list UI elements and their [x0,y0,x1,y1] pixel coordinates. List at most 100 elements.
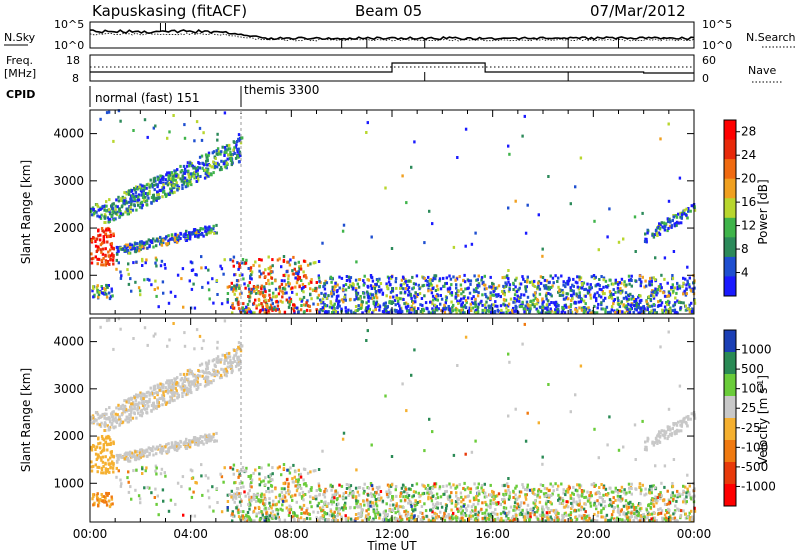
power-cell [633,304,635,307]
power-cell [407,294,409,297]
power-cell [343,224,345,227]
power-cell [105,261,107,264]
power-cell [502,303,504,306]
velocity-cell [227,361,229,364]
power-cell [655,229,657,232]
power-cell [299,298,301,301]
power-cell [154,177,156,180]
power-cell [615,279,617,282]
velocity-cell [485,495,487,498]
power-cell [153,180,155,183]
power-cell [296,281,298,284]
power-cell [92,285,94,288]
power-cell [122,213,124,216]
power-cell [166,193,168,196]
power-cell [380,282,382,285]
power-cell [99,291,101,294]
power-cell [139,293,141,296]
power-cell [661,309,663,312]
power-cell [156,190,158,193]
power-cell [164,267,166,270]
power-cell [199,127,201,130]
cpid-label: CPID [6,88,35,101]
power-cell [292,304,294,307]
velocity-cell [212,369,214,372]
power-cell [154,262,156,265]
power-cell [194,307,196,310]
power-cell [346,279,348,282]
velocity-cell [216,487,218,490]
power-cell [490,311,492,314]
power-cell [154,188,156,191]
power-cell [147,136,149,139]
velocity-cell [227,509,229,512]
power-cell [405,287,407,290]
colorbar-tick-label: 8 [741,242,749,256]
power-cell [639,295,641,298]
power-cell [659,137,661,140]
power-cell [176,168,178,171]
power-cell [392,301,394,304]
power-cell [233,265,235,268]
power-cell [188,231,190,234]
velocity-cell [153,402,155,405]
power-cell [144,196,146,199]
power-cell [574,185,576,188]
power-cell [621,278,623,281]
colorbar-tick-label: 28 [741,125,756,139]
power-cell [399,287,401,290]
power-cell [641,212,643,215]
velocity-cell [596,499,598,502]
velocity-cell [539,514,541,517]
power-cell [674,286,676,289]
power-cell [110,245,112,248]
power-cell [367,305,369,308]
velocity-cell [99,442,101,445]
power-cell [633,311,635,314]
velocity-cell [169,399,171,402]
velocity-cell [526,509,528,512]
power-cell [621,300,623,303]
power-cell [475,290,477,293]
power-cell [253,302,255,305]
power-cell [635,298,637,301]
velocity-cell [109,443,111,446]
power-cell [135,191,137,194]
freq-tick-top: 18 [66,54,80,67]
power-cell [603,278,605,281]
velocity-cell [102,456,104,459]
power-cell [250,310,252,313]
power-cell [335,299,337,302]
power-cell [400,291,402,294]
velocity-cell [233,349,235,352]
power-cell [132,209,134,212]
freq-line [90,63,694,73]
velocity-cell [138,394,140,397]
power-cell [520,283,522,286]
velocity-cell [229,355,231,358]
power-cell [685,283,687,286]
velocity-cell [111,496,113,499]
power-cell [682,277,684,280]
power-cell [656,234,658,237]
power-cell [640,284,642,287]
power-cell [293,309,295,312]
power-cell [628,275,630,278]
power-cell [105,293,107,296]
velocity-cell [134,406,136,409]
velocity-cell [144,326,146,329]
velocity-cell [156,447,158,450]
velocity-cell [326,489,328,492]
velocity-cell [649,485,651,488]
power-cell [654,278,656,281]
power-cell [489,307,491,310]
power-cell [437,299,439,302]
power-cell [677,213,679,216]
velocity-cell [161,452,163,455]
power-cell [374,287,376,290]
velocity-cell [99,326,101,329]
power-cell [188,164,190,167]
power-cell [174,239,176,242]
power-cell [492,303,494,306]
power-cell [343,284,345,287]
